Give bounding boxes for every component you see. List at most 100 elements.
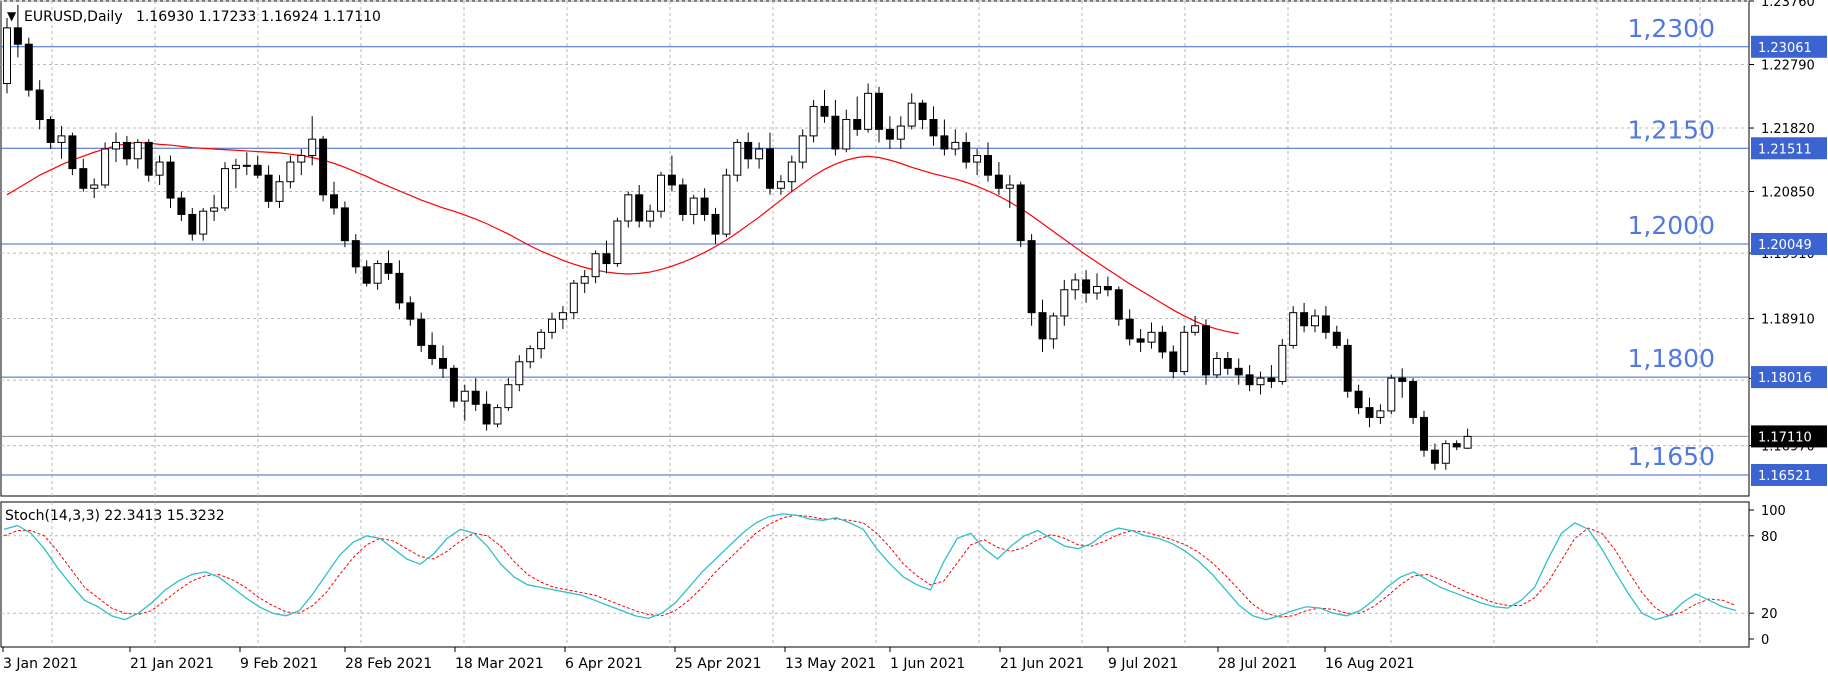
time-tick-label: 25 Apr 2021 — [675, 656, 762, 672]
candle-bear — [766, 148, 774, 189]
candle-bear — [166, 161, 175, 199]
candle-bear — [1038, 312, 1047, 340]
candle-bull — [787, 161, 796, 183]
candle-bear — [330, 194, 338, 209]
candle-bear — [406, 302, 415, 320]
candle-bear — [13, 27, 22, 45]
level-price-box — [1751, 366, 1827, 389]
stoch-panel[interactable] — [0, 501, 1750, 648]
horizontal-levels[interactable]: 1,2300 1,2150 1,2000 1,1800 1,1650 — [1, 14, 1749, 476]
candle-bull — [951, 141, 960, 150]
candle-bull — [515, 361, 524, 386]
candle-bear — [177, 197, 186, 215]
candle-bull — [1191, 325, 1200, 333]
candle-bear — [1267, 377, 1276, 382]
candle-bull — [1289, 312, 1298, 346]
candle-bull — [1441, 443, 1450, 464]
candlesticks — [3, 4, 1472, 470]
candle-bull — [308, 138, 317, 157]
candle-bear — [1398, 377, 1407, 382]
level-price-text: 1.18016 — [1758, 371, 1812, 386]
candle-bear — [362, 266, 371, 284]
level-price-box — [1751, 232, 1827, 255]
candle-bear — [602, 253, 611, 265]
level-price-text: 1.23061 — [1758, 41, 1812, 56]
candle-bear — [1420, 416, 1428, 451]
stoch-tick-label: 80 — [1761, 530, 1778, 545]
candle-bull — [1060, 289, 1069, 317]
candle-bear — [711, 213, 720, 235]
candle-bear — [1365, 407, 1374, 418]
candle-bull — [896, 125, 905, 140]
level-price-text: 1.20049 — [1758, 238, 1812, 253]
candle-bear — [885, 128, 894, 140]
candle-bull — [112, 141, 120, 150]
candle-bull — [864, 92, 873, 130]
candle-bear — [1027, 240, 1036, 314]
candle-bear — [667, 174, 676, 186]
candle-bear — [188, 213, 197, 235]
candle-bear — [635, 194, 644, 222]
stoch-label: Stoch(14,3,3) 22.3413 15.3232 — [5, 508, 225, 524]
candle-bear — [79, 168, 88, 189]
price-panel[interactable] — [0, 0, 1750, 497]
level-price-text: 1.21511 — [1758, 142, 1812, 157]
candle-bear — [351, 240, 360, 268]
candle-bear — [1016, 184, 1025, 242]
candle-bull — [842, 119, 851, 150]
ma-line — [6, 141, 1239, 335]
candle-bear — [439, 358, 447, 369]
stochastic-lines — [3, 513, 1737, 621]
candle-bull — [1049, 315, 1058, 340]
time-tick-label: 3 Jan 2021 — [3, 656, 78, 672]
candle-bear — [471, 390, 480, 405]
stoch-tick-label: 20 — [1761, 607, 1778, 622]
candle-bull — [755, 148, 764, 160]
collapse-arrow-icon[interactable]: ▼ — [7, 9, 17, 23]
level-price-box — [1751, 35, 1827, 58]
candle-bull — [689, 197, 698, 215]
candle-bear — [875, 92, 883, 130]
current-price-box — [1751, 425, 1827, 448]
candle-bull — [569, 282, 578, 314]
candle-bear — [395, 272, 404, 304]
time-tick-label: 28 Jul 2021 — [1218, 656, 1297, 672]
candle-bear — [1430, 449, 1439, 464]
candle-bull — [460, 390, 469, 402]
candle-bear — [1103, 285, 1112, 291]
candle-bear — [428, 344, 437, 359]
candle-bull — [657, 174, 665, 212]
candle-bull — [907, 102, 916, 127]
candle-bull — [493, 407, 502, 425]
candle-bull — [275, 181, 284, 202]
candle-bull — [526, 348, 535, 363]
candle-bear — [253, 164, 262, 176]
candle-bull — [1311, 315, 1319, 327]
candle-bear — [831, 115, 840, 150]
candle-bull — [1093, 285, 1101, 294]
candle-bull — [537, 331, 546, 350]
current-price-text: 1.17110 — [1758, 430, 1812, 445]
price-axis[interactable]: 1.237601.227901.218201.208501.199101.189… — [1749, 0, 1827, 486]
candle-bull — [373, 263, 382, 284]
candle-bear — [962, 141, 971, 163]
candle-bear — [940, 135, 949, 150]
time-tick-label: 21 Jun 2021 — [1000, 656, 1084, 672]
level-label: 1,2150 — [1628, 115, 1715, 144]
candle-bear — [35, 89, 44, 121]
candle-bull — [1376, 410, 1385, 418]
price-tick-label: 1.20850 — [1761, 186, 1815, 201]
candle-bull — [1147, 331, 1156, 343]
candle-bear — [1158, 331, 1167, 353]
candle-bull — [973, 155, 982, 163]
candle-bull — [558, 312, 567, 320]
candle-bull — [286, 161, 295, 183]
candle-bear — [853, 119, 862, 130]
candle-bear — [1234, 367, 1243, 376]
level-price-text: 1.16521 — [1758, 469, 1812, 484]
time-axis[interactable]: 3 Jan 2021 21 Jan 2021 9 Feb 2021 28 Feb 20… — [2, 647, 1415, 672]
candle-bear — [417, 318, 426, 346]
candle-bull — [1278, 344, 1287, 382]
candle-bear — [1202, 325, 1210, 376]
